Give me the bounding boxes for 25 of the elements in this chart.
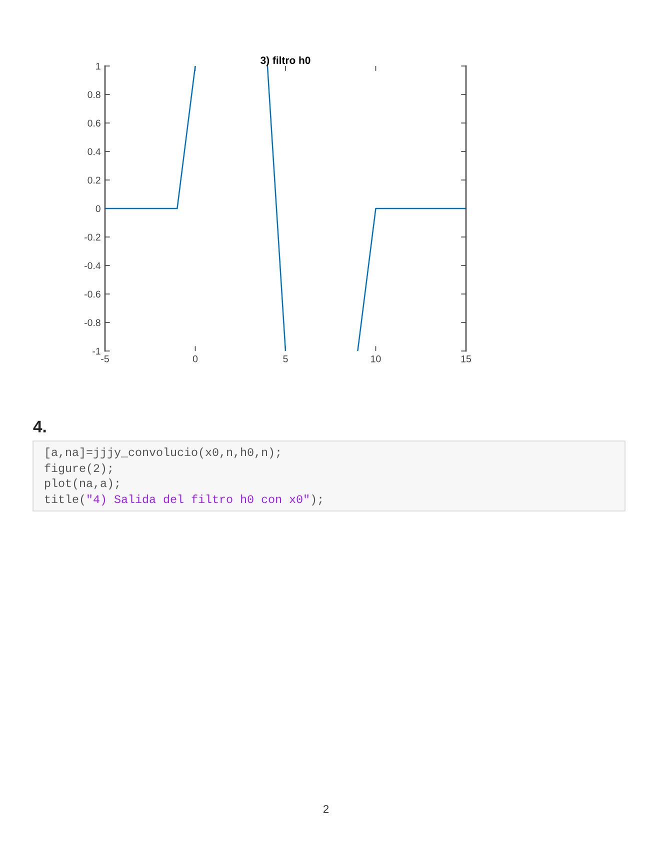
y-tick-label: -0.4 <box>84 262 101 270</box>
x-tick-label: 5 <box>283 356 288 362</box>
y-tick-label: -0.8 <box>84 319 100 326</box>
text: 2 <box>323 805 329 813</box>
text: title( <box>45 494 84 506</box>
y-tick-label: -0.6 <box>84 290 100 298</box>
text: plot(na,a); <box>45 478 118 490</box>
text: "4) Salida del filtro h0 con x0" <box>88 494 308 506</box>
text: 4. <box>33 420 46 432</box>
x-tick-label: 15 <box>461 356 471 362</box>
y-tick-label: -1 <box>92 348 100 355</box>
y-tick-label: 0.6 <box>88 120 100 127</box>
text: figure(2); <box>44 464 112 474</box>
text: ); <box>312 494 322 506</box>
y-tick-label: 0.8 <box>88 91 100 98</box>
x-tick-label: -5 <box>101 356 109 362</box>
chart-title: 3) filtro h0 <box>260 56 310 66</box>
y-tick-label: 0 <box>96 205 100 212</box>
y-tick-label: -0.2 <box>84 234 100 241</box>
x-tick-label: 0 <box>192 355 198 362</box>
y-tick-label: 1 <box>96 62 100 70</box>
y-tick-label: 0.2 <box>88 176 100 184</box>
y-tick-label: 0.4 <box>88 148 101 156</box>
x-tick-label: 10 <box>371 355 381 362</box>
text: [a,na]=jjjy_convolucio(x0,n,h0,n); <box>46 448 280 458</box>
